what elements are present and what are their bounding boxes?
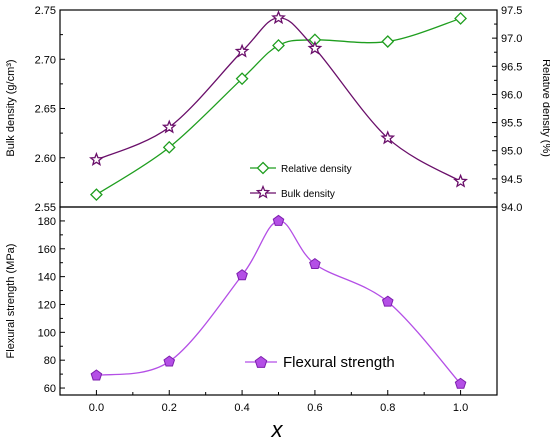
bulk-density-point-6 (453, 173, 468, 188)
x-tick-label-4: 0.8 (380, 402, 395, 414)
x-tick-label-0: 0.0 (89, 402, 104, 414)
legend-relative-density-label: Relative density (281, 164, 352, 175)
flexural-strength-point-3 (272, 214, 285, 226)
top-right-tick-label-2: 95.0 (501, 146, 522, 158)
bottom-left-tick-label-1: 80 (44, 355, 56, 367)
top-left-tick-label-0: 2.55 (35, 202, 56, 214)
top-right-tick-label-5: 96.5 (501, 61, 522, 73)
relative-density-point-2 (235, 72, 249, 86)
top-right-tick-label-3: 95.5 (501, 118, 522, 130)
top-left-axis-title: Bulk density (g/cm³) (5, 59, 17, 156)
relative-density-point-6 (454, 12, 468, 25)
axes: 2.55 2.60 2.65 2.70 2.75 94.0 94.5 95.0 95.5 96.0… (35, 5, 523, 414)
top-right-tick-label-0: 94.0 (501, 202, 522, 214)
flexural-strength-point-4 (309, 257, 321, 270)
relative-density-point-3 (272, 39, 285, 52)
x-tick-label-1: 0.2 (162, 402, 177, 414)
flexural-strength-point-2 (236, 269, 248, 281)
legend-flexural-marker (254, 355, 268, 368)
bottom-panel-markers (90, 214, 467, 389)
top-right-tick-label-1: 94.5 (501, 174, 522, 186)
top-panel-markers (89, 10, 468, 202)
bulk-density-point-2 (234, 43, 250, 58)
legend-flexural-label: Flexural strength (283, 354, 395, 371)
relative-density-point-1 (162, 140, 176, 154)
bulk-density-point-3 (271, 10, 286, 25)
bottom-left-tick-label-0: 60 (44, 383, 56, 395)
bulk-density-point-1 (161, 119, 177, 134)
bottom-left-tick-label-3: 120 (38, 299, 56, 311)
top-left-tick-label-1: 2.60 (35, 153, 56, 165)
bulk-density-point-0 (89, 151, 104, 167)
relative-density-point-0 (89, 188, 103, 202)
legend-bulk-density-label: Bulk density (281, 189, 335, 200)
bottom-left-tick-label-2: 100 (38, 327, 56, 339)
legend-relative-density-marker (256, 161, 270, 175)
x-axis-title: x (271, 417, 284, 440)
top-right-tick-label-6: 97.0 (501, 33, 522, 45)
flexural-strength-point-1 (163, 355, 176, 367)
flexural-strength-point-5 (381, 295, 394, 307)
top-left-tick-label-2: 2.65 (35, 104, 56, 116)
top-right-tick-label-4: 96.0 (501, 89, 522, 101)
bottom-panel-lines (96, 220, 462, 385)
x-tick-label-3: 0.6 (307, 402, 322, 414)
top-legend: Relative density Bulk density (250, 161, 352, 200)
top-left-tick-label-3: 2.70 (35, 54, 56, 66)
bottom-left-axis-title: Flexural strength (MPa) (5, 244, 17, 359)
bulk-density-point-5 (380, 130, 396, 145)
top-left-tick-label-4: 2.75 (35, 5, 56, 17)
bottom-legend: Flexural strength (245, 354, 395, 371)
top-right-tick-label-7: 97.5 (501, 5, 522, 17)
bulk-density-point-4 (307, 40, 323, 55)
bottom-left-tick-label-5: 160 (38, 244, 56, 256)
legend-bulk-density-marker (255, 184, 271, 199)
relative-density-point-5 (381, 35, 395, 48)
x-tick-label-2: 0.4 (234, 402, 249, 414)
flexural-strength-point-6 (454, 377, 467, 389)
bottom-left-tick-label-6: 180 (38, 216, 56, 228)
top-right-axis-title: Relative density (%) (540, 59, 550, 157)
x-tick-label-5: 1.0 (453, 402, 468, 414)
bottom-left-tick-label-4: 140 (38, 272, 56, 284)
series-line-flexural-strength (96, 220, 462, 385)
bottom-panel-frame (59, 206, 498, 396)
flexural-strength-point-0 (90, 369, 103, 381)
